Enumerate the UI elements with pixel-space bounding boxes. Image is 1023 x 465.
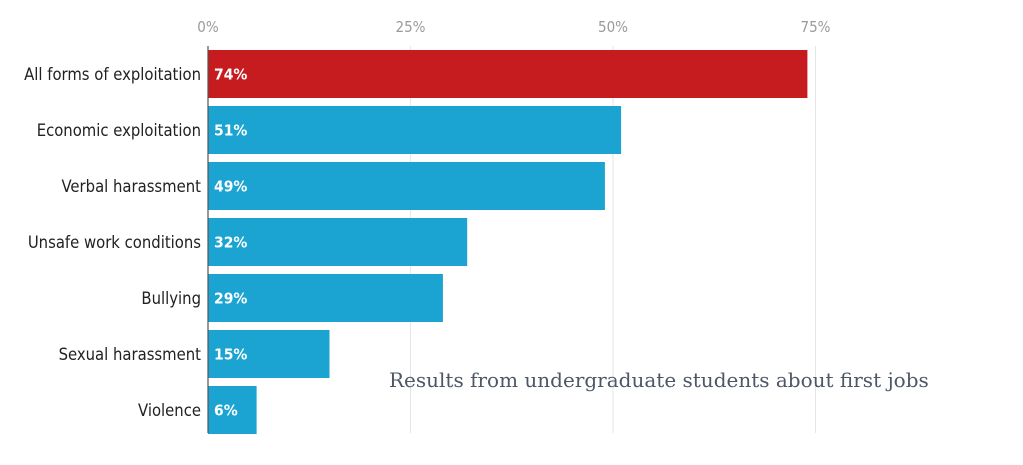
bar [208,274,443,322]
bar [208,330,330,378]
chart-annotation: Results from undergraduate students abou… [389,368,929,392]
bar [208,386,257,434]
bar [208,218,468,266]
bar-value-label: 6% [214,402,238,420]
category-label: Sexual harassment [59,345,202,364]
category-label: Violence [138,401,201,420]
bar-value-label: 74% [214,66,247,84]
bar [208,106,622,154]
category-label: Economic exploitation [37,121,201,140]
x-axis-ticks: 0% 25% 50% 75% [197,18,830,36]
bar [208,162,605,210]
bar [208,50,808,98]
category-labels: All forms of exploitation Economic exploi… [24,65,201,420]
category-label: Bullying [141,289,201,308]
category-label: All forms of exploitation [24,65,201,84]
category-label: Unsafe work conditions [28,233,201,252]
category-label: Verbal harassment [62,177,202,196]
bars: 74% 51% 49% 32% 29% 15% 6% [208,50,808,434]
x-tick-label: 75% [801,18,831,36]
x-tick-label: 25% [396,18,426,36]
x-tick-label: 50% [598,18,628,36]
x-tick-label: 0% [197,18,219,36]
bar-value-label: 32% [214,234,247,252]
bar-value-label: 49% [214,178,247,196]
bar-value-label: 51% [214,122,247,140]
bar-value-label: 29% [214,290,247,308]
bar-value-label: 15% [214,346,247,364]
